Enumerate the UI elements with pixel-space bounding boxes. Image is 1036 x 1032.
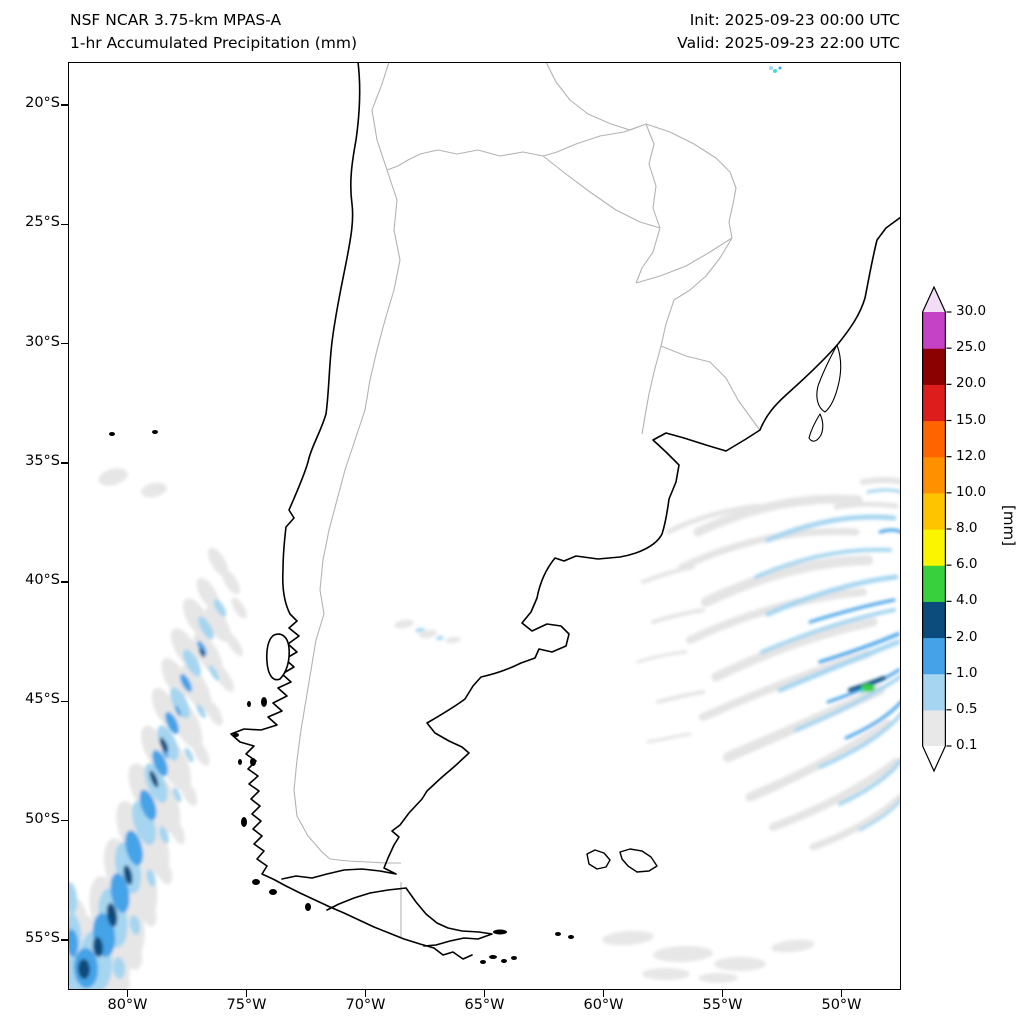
colorbar-segment <box>922 673 946 711</box>
y-tick <box>61 462 68 464</box>
title-block-left: NSF NCAR 3.75-km MPAS-A 1-hr Accumulated… <box>70 9 357 55</box>
falkland-west-island <box>586 849 611 870</box>
x-tick <box>245 990 248 997</box>
colorbar-tick-label: 25.0 <box>956 339 987 356</box>
y-tick <box>61 939 68 941</box>
colorbar-segment <box>922 456 946 494</box>
colorbar-segment <box>922 420 946 458</box>
colorbar-tick-label: 1.0 <box>956 664 978 681</box>
colorbar-segment <box>922 529 946 566</box>
colorbar-segment <box>922 384 946 422</box>
colorbar-segment <box>922 565 946 602</box>
precip-core-green <box>861 684 875 692</box>
colorbar-unit-label: [mm] <box>1000 505 1018 546</box>
y-tick-label: 25°S <box>25 214 60 231</box>
small-islands <box>109 430 574 964</box>
colorbar-tick-label: 15.0 <box>956 411 987 428</box>
precipitation-atlantic-cyclone <box>636 477 901 851</box>
colorbar-tick-label: 20.0 <box>956 375 987 392</box>
precip-north-speck <box>769 66 782 73</box>
product-title: 1-hr Accumulated Precipitation (mm) <box>70 34 357 52</box>
valid-time: Valid: 2025-09-23 22:00 UTC <box>677 34 900 52</box>
y-tick-label: 40°S <box>25 572 60 589</box>
y-tick <box>61 819 68 822</box>
x-tick-label: 80°W <box>107 997 148 1013</box>
y-tick-label: 30°S <box>25 333 60 350</box>
chiloe-island <box>265 633 290 681</box>
precipitation-patagonia-flecks <box>394 619 461 644</box>
precip-core-cyan <box>859 688 865 694</box>
map-plot <box>68 62 901 990</box>
x-tick <box>483 990 486 997</box>
x-tick-label: 70°W <box>345 997 386 1013</box>
y-tick <box>61 581 68 583</box>
country-borders <box>293 62 761 938</box>
colorbar-tick-label: 10.0 <box>956 483 987 500</box>
colorbar-segment <box>922 601 946 639</box>
lagoa-dos-patos <box>816 344 842 413</box>
colorbar-tick-label: 4.0 <box>956 592 978 609</box>
y-tick-label: 55°S <box>25 929 60 946</box>
colorbar-tick-label: 0.1 <box>956 737 978 753</box>
colorbar-under-arrow <box>922 746 946 771</box>
colorbar-segment <box>922 637 946 675</box>
coastlines <box>230 62 901 960</box>
init-time: Init: 2025-09-23 00:00 UTC <box>689 11 900 29</box>
colorbar-segment <box>922 492 946 530</box>
colorbar-segment <box>922 348 946 385</box>
falkland-east-island <box>619 848 658 873</box>
colorbar-over-arrow <box>922 287 946 312</box>
colorbar-tick-label: 6.0 <box>956 556 978 573</box>
x-tick-label: 55°W <box>702 997 743 1013</box>
y-tick-label: 45°S <box>25 691 60 708</box>
title-block-right: Init: 2025-09-23 00:00 UTC Valid: 2025-0… <box>677 9 900 55</box>
coast-tierra-del-fuego <box>326 887 493 947</box>
y-tick <box>61 342 68 345</box>
lagoa-mirim <box>808 413 824 442</box>
colorbar-tick-label: 8.0 <box>956 520 978 536</box>
y-tick-label: 50°S <box>25 810 60 827</box>
x-tick <box>602 990 605 997</box>
colorbar-tick-label: 2.0 <box>956 628 978 645</box>
y-tick-label: 20°S <box>25 94 60 111</box>
model-title: NSF NCAR 3.75-km MPAS-A <box>70 11 282 29</box>
precipitation-pacific-band <box>68 468 247 990</box>
colorbar-outline <box>922 286 946 773</box>
x-tick <box>840 990 843 997</box>
y-tick-label: 35°S <box>25 452 60 469</box>
colorbar-segment <box>922 312 946 349</box>
x-tick <box>364 990 367 997</box>
x-tick-label: 75°W <box>226 997 267 1013</box>
x-tick <box>126 990 129 997</box>
x-tick-label: 65°W <box>464 997 505 1013</box>
x-tick-label: 60°W <box>583 997 624 1013</box>
y-tick <box>61 700 68 703</box>
coast-pacific <box>230 62 473 960</box>
colorbar-segment <box>922 709 946 747</box>
colorbar <box>922 286 952 773</box>
colorbar-tick-label: 30.0 <box>956 303 987 319</box>
y-tick <box>61 223 68 225</box>
y-tick <box>61 104 68 106</box>
coast-atlantic <box>281 216 901 880</box>
colorbar-tick-label: 12.0 <box>956 447 987 464</box>
x-tick-label: 50°W <box>821 997 862 1013</box>
x-tick <box>721 990 724 997</box>
precipitation-south-edge <box>602 930 815 983</box>
colorbar-tick-label: 0.5 <box>956 700 978 717</box>
